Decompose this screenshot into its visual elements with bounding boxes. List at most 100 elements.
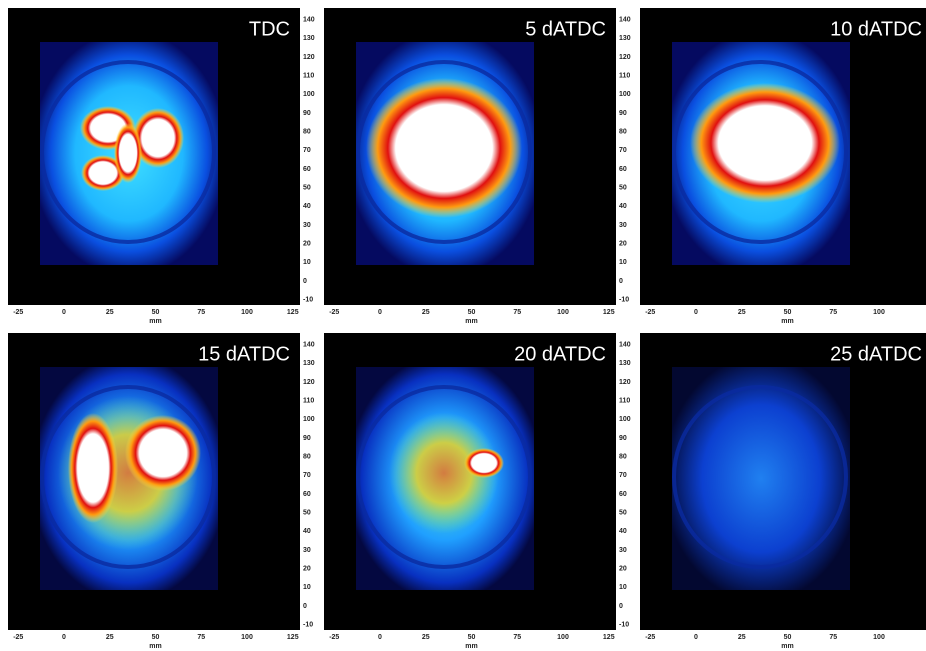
x-tick-label: -25 — [329, 309, 339, 316]
panel-label: 25 dATDC — [830, 343, 922, 365]
panel-image: 25 dATDC — [640, 333, 926, 630]
x-tick-label: -25 — [13, 309, 23, 316]
x-tick-label: 100 — [241, 309, 253, 316]
y-tick-label: -10 — [303, 297, 313, 304]
y-tick-label: 140 — [303, 16, 315, 23]
y-tick-label: 110 — [619, 397, 630, 404]
panel: 10 dATDC -25 0 25 50 75 100 mm — [640, 8, 926, 325]
y-tick-label: 40 — [303, 203, 311, 210]
y-tick-label: 90 — [619, 110, 627, 117]
x-tick-label: 0 — [694, 309, 698, 316]
bore-ring — [356, 60, 532, 244]
y-tick-label: 140 — [619, 341, 631, 348]
y-tick-label: 140 — [619, 16, 631, 23]
y-tick-label: 10 — [303, 259, 311, 266]
x-axis-label: mm — [149, 643, 161, 650]
x-tick-label: 75 — [513, 634, 521, 641]
x-tick-label: 125 — [287, 309, 299, 316]
x-tick-label: 25 — [106, 634, 114, 641]
panel-image: 5 dATDC — [324, 8, 616, 305]
y-tick-label: 20 — [303, 241, 311, 248]
y-tick-label: 70 — [303, 147, 311, 154]
x-axis-label: mm — [465, 318, 477, 325]
x-tick-label: -25 — [329, 634, 339, 641]
panel-image: TDC — [8, 8, 300, 305]
x-axis-label: mm — [781, 643, 793, 650]
y-tick-label: -10 — [303, 622, 313, 629]
x-tick-label: 100 — [873, 634, 885, 641]
y-tick-label: 100 — [303, 416, 315, 423]
y-tick-label: 30 — [303, 222, 311, 229]
y-tick-label: 10 — [619, 259, 627, 266]
y-tick-label: 40 — [619, 203, 627, 210]
y-tick-label: 30 — [303, 547, 311, 554]
y-tick-label: 30 — [619, 222, 627, 229]
x-tick-label: 125 — [287, 634, 299, 641]
x-tick-label: 100 — [241, 634, 253, 641]
y-tick-label: -10 — [619, 622, 629, 629]
hot-region — [81, 155, 125, 191]
y-tick-label: 120 — [303, 379, 315, 386]
panel-label: 15 dATDC — [198, 343, 290, 365]
bore-ring — [40, 60, 216, 244]
y-tick-label: 90 — [303, 435, 311, 442]
x-tick-label: 100 — [873, 309, 885, 316]
x-tick-label: -25 — [13, 634, 23, 641]
y-tick-label: 80 — [303, 453, 311, 460]
x-tick-label: 0 — [378, 309, 382, 316]
y-tick-label: 90 — [303, 110, 311, 117]
hot-region — [690, 83, 840, 203]
x-tick-label: 25 — [738, 309, 746, 316]
x-axis-label: mm — [465, 643, 477, 650]
panel: TDC-25 0 25 50 75 100 125mm1401301201101009080… — [8, 8, 315, 325]
x-tick-label: 75 — [829, 309, 837, 316]
y-tick-label: 0 — [619, 603, 623, 610]
glow — [672, 367, 850, 590]
y-tick-label: 110 — [303, 72, 314, 79]
y-tick-label: 60 — [303, 166, 311, 173]
x-tick-label: 25 — [422, 309, 430, 316]
y-tick-label: 20 — [619, 566, 627, 573]
y-tick-label: 60 — [619, 166, 627, 173]
y-tick-label: 50 — [619, 509, 627, 516]
y-tick-label: 100 — [619, 416, 631, 423]
x-tick-label: 50 — [468, 634, 476, 641]
bore-ring — [672, 60, 848, 244]
y-tick-label: -10 — [619, 297, 629, 304]
x-tick-label: 75 — [197, 309, 205, 316]
x-tick-label: -25 — [645, 309, 655, 316]
y-tick-label: 130 — [619, 360, 631, 367]
y-tick-label: 0 — [303, 603, 307, 610]
hot-region — [132, 108, 184, 168]
y-tick-label: 80 — [619, 128, 627, 135]
y-tick-label: 50 — [303, 184, 311, 191]
x-tick-label: 0 — [62, 309, 66, 316]
panel-image: 20 dATDC — [324, 333, 616, 630]
y-tick-label: 0 — [619, 278, 623, 285]
x-tick-label: 0 — [62, 634, 66, 641]
y-tick-label: 40 — [303, 528, 311, 535]
x-tick-label: 25 — [106, 309, 114, 316]
panel-label: 20 dATDC — [514, 343, 606, 365]
hot-region — [68, 413, 118, 523]
y-tick-label: 10 — [303, 584, 311, 591]
hot-region — [114, 123, 142, 183]
x-tick-label: 50 — [468, 309, 476, 316]
x-axis-label: mm — [149, 318, 161, 325]
x-tick-label: 50 — [152, 309, 160, 316]
hot-region — [125, 415, 201, 491]
bore-ring — [356, 385, 532, 569]
y-tick-label: 130 — [303, 35, 315, 42]
y-tick-label: 60 — [619, 491, 627, 498]
y-tick-label: 60 — [303, 491, 311, 498]
x-tick-label: 50 — [152, 634, 160, 641]
bore-ring — [672, 385, 848, 569]
x-tick-label: 25 — [422, 634, 430, 641]
y-tick-label: 20 — [619, 241, 627, 248]
x-tick-label: 75 — [513, 309, 521, 316]
y-tick-label: 100 — [303, 91, 315, 98]
hot-region — [464, 448, 504, 478]
panel: 5 dATDC-25 0 25 50 75 100 125mm140130120110100… — [324, 8, 631, 325]
y-tick-label: 40 — [619, 528, 627, 535]
